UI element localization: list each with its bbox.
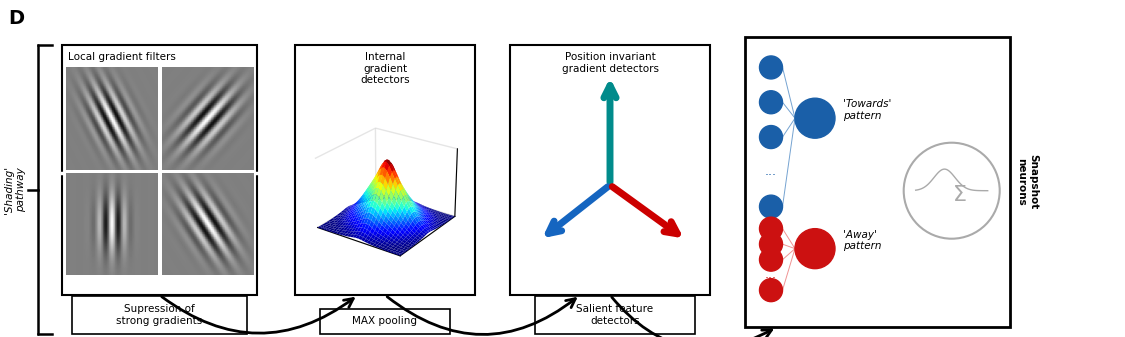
Circle shape [759, 195, 783, 218]
FancyBboxPatch shape [510, 45, 710, 295]
Circle shape [759, 126, 783, 149]
Circle shape [759, 56, 783, 79]
FancyBboxPatch shape [62, 45, 256, 295]
Text: MAX pooling: MAX pooling [352, 316, 417, 327]
Text: ...: ... [765, 268, 777, 281]
Circle shape [759, 279, 783, 302]
Text: D: D [8, 9, 24, 28]
Text: ...: ... [765, 165, 777, 178]
FancyBboxPatch shape [745, 37, 1010, 327]
Text: Local gradient filters: Local gradient filters [68, 52, 176, 62]
Text: 'Away'
pattern: 'Away' pattern [843, 230, 882, 251]
Circle shape [759, 217, 783, 240]
Text: Supression of
strong gradients: Supression of strong gradients [116, 304, 202, 326]
Text: Position invariant
gradient detectors: Position invariant gradient detectors [561, 52, 658, 73]
FancyBboxPatch shape [319, 309, 450, 334]
Text: Salient feature
detectors: Salient feature detectors [576, 304, 654, 326]
Circle shape [759, 91, 783, 114]
Circle shape [795, 98, 835, 138]
Circle shape [759, 248, 783, 271]
Circle shape [759, 233, 783, 256]
Text: Internal
gradient
detectors: Internal gradient detectors [360, 52, 410, 85]
Text: $\Sigma$: $\Sigma$ [953, 185, 968, 205]
FancyBboxPatch shape [72, 296, 248, 334]
Text: 'Shading'
pathway: 'Shading' pathway [4, 165, 26, 214]
Circle shape [795, 228, 835, 269]
Text: 'Towards'
pattern: 'Towards' pattern [843, 99, 891, 121]
FancyBboxPatch shape [536, 296, 695, 334]
Text: Snapshot
neurons: Snapshot neurons [1016, 154, 1037, 210]
FancyBboxPatch shape [295, 45, 475, 295]
